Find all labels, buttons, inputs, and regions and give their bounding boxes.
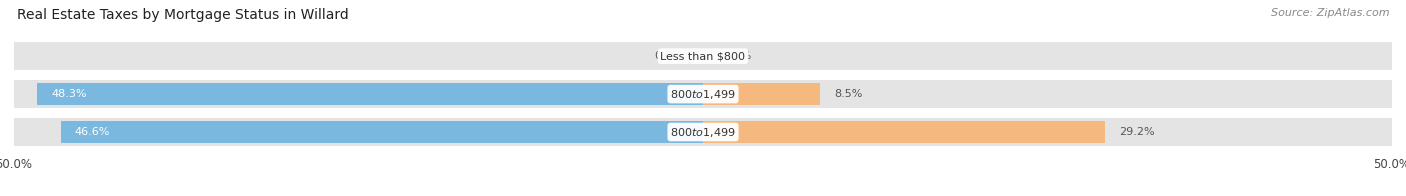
Bar	[60, 121, 703, 143]
Bar	[14, 80, 1392, 108]
Text: Less than $800: Less than $800	[661, 51, 745, 61]
Bar	[703, 121, 1105, 143]
Text: Source: ZipAtlas.com: Source: ZipAtlas.com	[1271, 8, 1389, 18]
Text: $800 to $1,499: $800 to $1,499	[671, 88, 735, 101]
Text: 48.3%: 48.3%	[51, 89, 87, 99]
Text: 0.0%: 0.0%	[654, 51, 682, 61]
Text: 29.2%: 29.2%	[1119, 127, 1154, 137]
Bar	[14, 43, 1392, 70]
Bar	[38, 83, 703, 105]
Bar	[14, 118, 1392, 146]
Text: $800 to $1,499: $800 to $1,499	[671, 125, 735, 139]
Text: 8.5%: 8.5%	[834, 89, 862, 99]
Text: Real Estate Taxes by Mortgage Status in Willard: Real Estate Taxes by Mortgage Status in …	[17, 8, 349, 22]
Text: 0.0%: 0.0%	[724, 51, 752, 61]
Text: 46.6%: 46.6%	[75, 127, 110, 137]
Bar	[703, 83, 820, 105]
